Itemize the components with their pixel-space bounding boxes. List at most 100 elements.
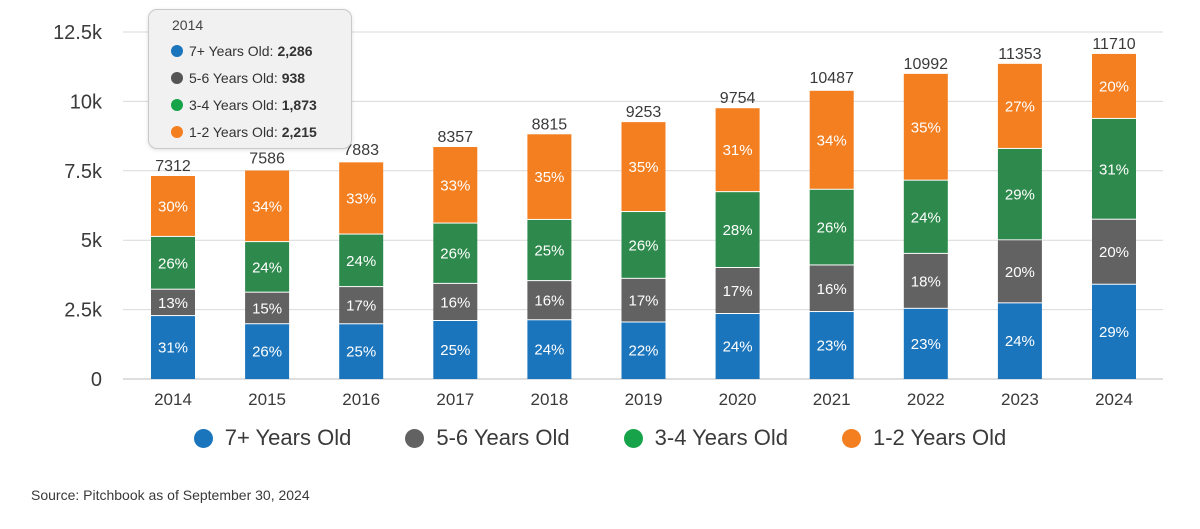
bar-percent-label: 31%	[158, 340, 188, 357]
bar-segment-1-2-years-old	[809, 90, 854, 189]
x-tick-label: 2016	[342, 390, 380, 409]
legend-swatch-7plus	[193, 428, 213, 448]
bar-total-label: 9253	[626, 104, 662, 121]
bar-percent-label: 25%	[534, 243, 564, 260]
bar-percent-label: 31%	[1099, 161, 1129, 178]
legend-swatch-5-6	[405, 428, 425, 448]
bar-percent-label: 31%	[723, 142, 753, 159]
bar-segment-3-4-years-old	[715, 192, 760, 267]
bar-percent-label: 24%	[252, 259, 282, 276]
x-tick-label: 2024	[1095, 390, 1133, 409]
legend-item-3-4[interactable]: 3-4 Years Old	[623, 425, 788, 451]
bar-segment-3-4-years-old	[997, 148, 1042, 240]
bar-segment-5-6-years-old	[245, 292, 290, 324]
legend-item-7plus[interactable]: 7+ Years Old	[193, 425, 351, 451]
bar-percent-label: 26%	[252, 344, 282, 361]
bar-percent-label: 22%	[628, 343, 658, 360]
bar-percent-label: 17%	[628, 293, 658, 310]
bar-percent-label: 16%	[440, 294, 470, 311]
legend-label-5-6: 5-6 Years Old	[436, 425, 570, 450]
tooltip-row-label: 1-2 Years Old:	[189, 123, 278, 140]
legend-swatch-3-4	[623, 428, 643, 448]
legend-item-5-6[interactable]: 5-6 Years Old	[405, 425, 570, 451]
bar-percent-label: 25%	[346, 344, 376, 361]
bar-segment-1-2-years-old	[245, 170, 290, 242]
bar-percent-label: 30%	[158, 198, 188, 215]
bar-segment-3-4-years-old	[245, 242, 290, 292]
y-tick-label: 12.5k	[53, 22, 103, 44]
bar-segment-7-years-old	[997, 303, 1042, 379]
source-note: Source: Pitchbook as of September 30, 20…	[31, 487, 310, 503]
bar-percent-label: 20%	[1099, 244, 1129, 261]
bar-segment-1-2-years-old	[903, 73, 948, 180]
bar-total-label: 8815	[532, 116, 568, 133]
bar-total-label: 10992	[904, 56, 949, 73]
x-tick-label: 2015	[248, 390, 286, 409]
tooltip-row: 1-2 Years Old: 2,215	[171, 118, 351, 145]
bar-percent-label: 15%	[252, 300, 282, 317]
bar-segment-1-2-years-old	[997, 63, 1042, 148]
bar-percent-label: 26%	[817, 220, 847, 237]
bar-segment-1-2-years-old	[433, 147, 478, 223]
tooltip-dot-icon	[171, 98, 183, 111]
bar-segment-7-years-old	[715, 314, 760, 379]
bar-percent-label: 33%	[346, 190, 376, 207]
bar-segment-3-4-years-old	[903, 180, 948, 253]
bar-percent-label: 20%	[1099, 78, 1129, 95]
bar-percent-label: 35%	[534, 169, 564, 186]
bar-segment-5-6-years-old	[903, 253, 948, 308]
bar-total-label: 9754	[720, 90, 756, 107]
legend-label-1-2: 1-2 Years Old	[872, 425, 1007, 450]
x-tick-label: 2022	[907, 390, 945, 409]
bar-percent-label: 24%	[723, 339, 753, 356]
bar-segment-7-years-old	[903, 308, 948, 379]
bar-percent-label: 16%	[534, 293, 564, 310]
x-tick-label: 2014	[154, 390, 192, 409]
legend-label-3-4: 3-4 Years Old	[654, 425, 788, 450]
x-tick-label: 2021	[813, 390, 851, 409]
bar-segment-7-years-old	[339, 324, 384, 379]
chart-legend: 7+ Years Old 5-6 Years Old 3-4 Years Old…	[0, 418, 1200, 458]
bar-segment-7-years-old	[809, 312, 854, 379]
x-tick-label: 2020	[719, 390, 757, 409]
tooltip-row-label: 7+ Years Old:	[189, 42, 274, 59]
y-tick-label: 10k	[70, 91, 103, 113]
bar-total-label: 7312	[155, 158, 191, 175]
bar-segment-7-years-old	[527, 320, 572, 379]
tooltip-row-label: 3-4 Years Old:	[189, 96, 278, 113]
bar-segment-7-years-old	[151, 316, 195, 379]
legend-item-1-2[interactable]: 1-2 Years Old	[841, 425, 1007, 451]
bar-percent-label: 17%	[346, 298, 376, 315]
bar-percent-label: 26%	[628, 237, 658, 254]
bar-percent-label: 13%	[158, 295, 188, 312]
bar-percent-label: 20%	[1005, 264, 1035, 281]
bar-segment-5-6-years-old	[433, 283, 478, 321]
bar-percent-label: 34%	[252, 198, 282, 215]
hover-tooltip: 2014 7+ Years Old: 2,286 5-6 Years Old: …	[148, 9, 352, 149]
bar-percent-label: 25%	[440, 342, 470, 359]
bar-percent-label: 35%	[911, 119, 941, 136]
y-tick-label: 5k	[81, 230, 103, 252]
bar-percent-label: 16%	[817, 281, 847, 298]
bar-segment-7-years-old	[433, 321, 478, 379]
y-tick-label: 7.5k	[64, 161, 103, 183]
bar-segment-5-6-years-old	[1092, 219, 1136, 284]
bar-segment-7-years-old	[621, 322, 666, 379]
bar-percent-label: 18%	[911, 273, 941, 290]
legend-swatch-1-2	[841, 428, 861, 448]
bar-segment-1-2-years-old	[339, 162, 384, 234]
bar-segment-7-years-old	[245, 324, 290, 379]
bar-percent-label: 33%	[440, 177, 470, 194]
bar-percent-label: 27%	[1005, 98, 1035, 115]
tooltip-row: 7+ Years Old: 2,286	[171, 37, 351, 64]
bar-segment-3-4-years-old	[1092, 118, 1136, 219]
bar-total-label: 7883	[343, 142, 379, 159]
bar-segment-3-4-years-old	[433, 223, 478, 283]
bar-percent-label: 24%	[346, 253, 376, 270]
bar-percent-label: 24%	[534, 342, 564, 359]
tooltip-dot-icon	[171, 44, 183, 57]
bar-total-label: 7586	[249, 150, 285, 167]
bar-segment-3-4-years-old	[339, 234, 384, 287]
bar-segment-3-4-years-old	[809, 189, 854, 265]
bar-segment-7-years-old	[1092, 284, 1136, 379]
